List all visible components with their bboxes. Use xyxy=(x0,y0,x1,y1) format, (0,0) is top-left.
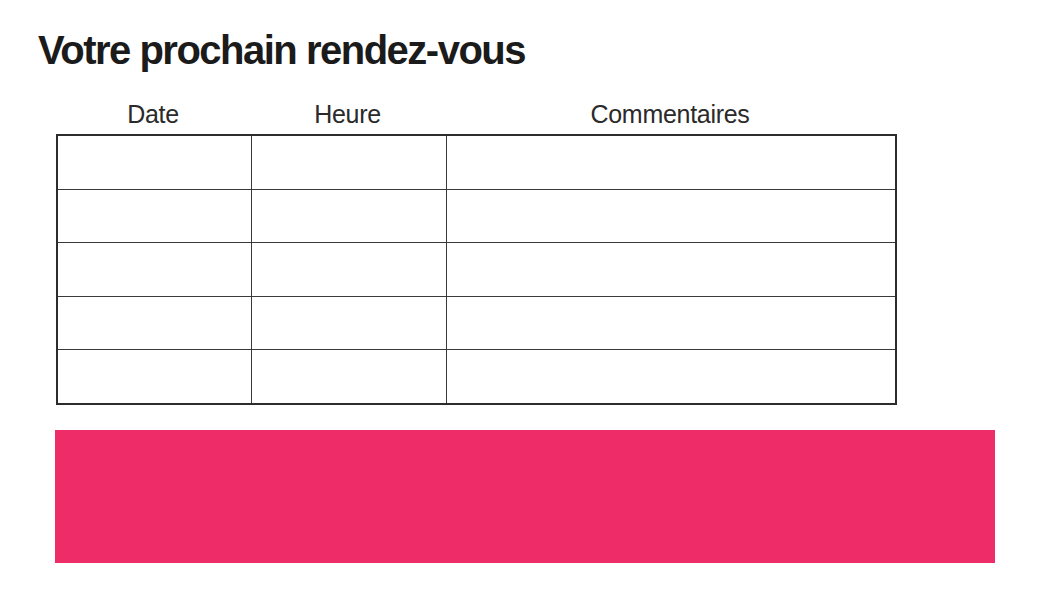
column-header-commentaires: Commentaires xyxy=(445,100,895,129)
table-header-row: Date Heure Commentaires xyxy=(56,94,895,134)
appointments-section: Date Heure Commentaires xyxy=(56,94,895,405)
table-cell xyxy=(251,135,446,189)
table-cell xyxy=(446,243,896,297)
table-cell xyxy=(446,135,896,189)
page: Votre prochain rendez-vous Date Heure Co… xyxy=(0,0,1050,600)
table-cell xyxy=(251,189,446,243)
table-row xyxy=(57,296,896,350)
column-header-heure: Heure xyxy=(250,100,445,129)
table-cell xyxy=(446,296,896,350)
table-cell xyxy=(57,296,251,350)
table-cell xyxy=(57,135,251,189)
highlight-banner xyxy=(55,430,995,563)
table-row xyxy=(57,350,896,404)
table-cell xyxy=(57,189,251,243)
table-row xyxy=(57,135,896,189)
appointments-table xyxy=(56,134,897,405)
table-cell xyxy=(251,296,446,350)
table-cell xyxy=(57,350,251,404)
table-row xyxy=(57,189,896,243)
table-cell xyxy=(446,350,896,404)
page-title: Votre prochain rendez-vous xyxy=(38,28,525,72)
column-header-date: Date xyxy=(56,100,250,129)
table-row xyxy=(57,243,896,297)
appointments-table-body xyxy=(57,135,896,404)
table-cell xyxy=(446,189,896,243)
table-cell xyxy=(251,243,446,297)
table-cell xyxy=(57,243,251,297)
table-cell xyxy=(251,350,446,404)
